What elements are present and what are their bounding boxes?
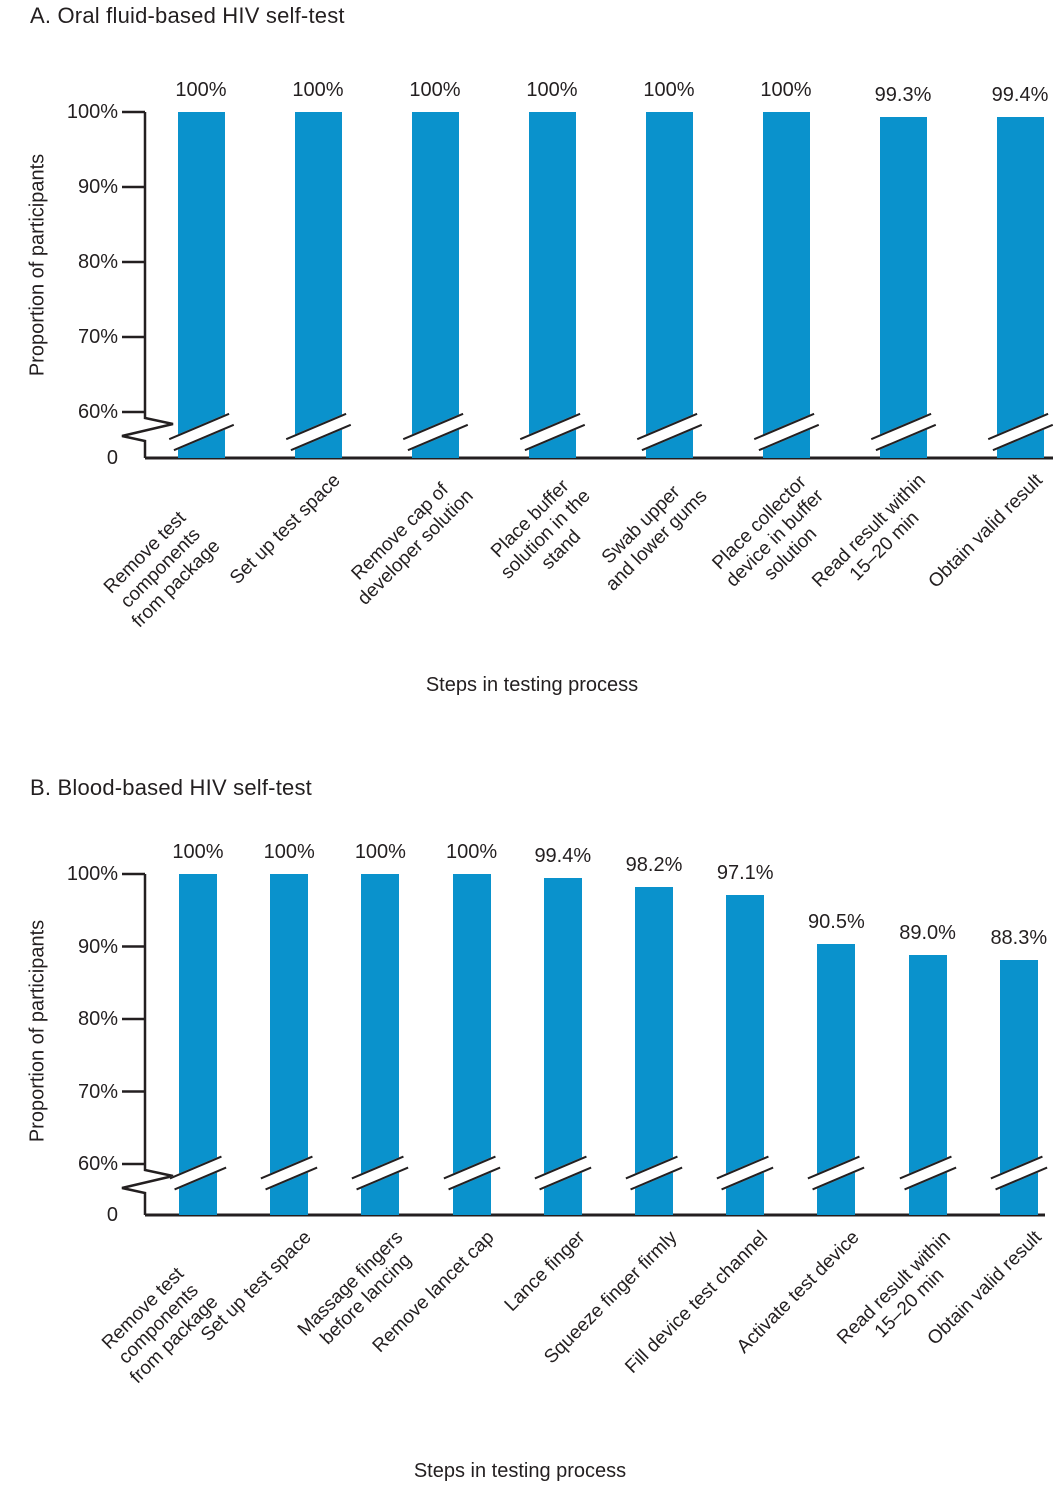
bar: [402, 112, 468, 458]
y-tick-label: 0: [106, 1204, 118, 1226]
axis-break-mark: [636, 412, 702, 452]
bar-value-label: 100%: [172, 841, 224, 863]
bar: [443, 874, 501, 1215]
bar: [351, 874, 409, 1215]
bar-value-label: 99.4%: [534, 845, 592, 868]
bar: [716, 895, 774, 1215]
bar-value-label: 100%: [263, 841, 315, 863]
y-tick-label: 70%: [77, 326, 118, 348]
axes-svg: [121, 872, 1045, 1217]
panel-b: B. Blood-based HIV self-test Proportion …: [0, 751, 1064, 1491]
axis-break-mark: [519, 412, 585, 452]
bar-value-label: 97.1%: [716, 862, 774, 885]
bar: [870, 117, 936, 458]
axis-break-mark: [402, 412, 468, 452]
bar: [168, 112, 234, 458]
axis-break-mark: [753, 412, 819, 452]
bar: [899, 954, 957, 1215]
bar: [807, 943, 865, 1215]
panel-b-title: B. Blood-based HIV self-test: [30, 775, 312, 800]
panel-a-title: A. Oral fluid-based HIV self-test: [30, 3, 345, 28]
y-tick-label: 70%: [77, 1080, 118, 1103]
axes-svg: [121, 110, 1053, 460]
axis-break-mark: [987, 412, 1053, 452]
bar-value-label: 99.4%: [991, 83, 1049, 106]
bar-value-label: 99.3%: [874, 84, 932, 107]
y-tick-label: 90%: [77, 935, 118, 958]
y-tick-label: 80%: [77, 1008, 118, 1030]
bar: [169, 874, 227, 1215]
panel-b-plot-area: 100% 90% 80% 70% 60% 0 100% Remove test compone…: [0, 751, 1064, 1491]
y-tick-label: 80%: [77, 251, 118, 273]
axis-break-mark: [870, 412, 936, 452]
axis-break-mark: [168, 412, 234, 452]
bar: [990, 959, 1048, 1215]
bar-value-label: 88.3%: [990, 926, 1048, 949]
y-axis-line-with-break: [121, 874, 174, 1215]
bar-value-label: 100%: [526, 79, 578, 101]
y-tick-label: 100%: [66, 863, 118, 885]
bar-value-label: 89.0%: [899, 921, 956, 944]
bar: [285, 112, 351, 458]
panel-a-x-axis-title: Steps in testing process: [425, 674, 639, 696]
panel-a-plot-area: 100% 90% 80% 70% 60% 0 100% Remove test compone…: [66, 79, 1053, 632]
y-tick-label: 60%: [77, 1153, 118, 1175]
bar: [987, 116, 1053, 458]
y-axis-line-with-break: [121, 112, 174, 458]
bar: [519, 112, 585, 458]
bar-value-label: 100%: [760, 79, 812, 101]
bar: [753, 112, 819, 458]
bar: [636, 112, 702, 458]
bar: [625, 887, 683, 1215]
panel-b-x-axis-title: Steps in testing process: [413, 1460, 627, 1482]
axis-break-mark: [285, 412, 351, 452]
panel-a: A. Oral fluid-based HIV self-test Propor…: [27, 3, 1053, 696]
bar: [534, 878, 592, 1215]
y-tick-label: 100%: [66, 101, 118, 123]
bar-value-label: 100%: [643, 79, 695, 101]
bar-value-label: 100%: [446, 841, 498, 863]
bar: [260, 874, 318, 1215]
bar-value-label: 90.5%: [808, 910, 865, 933]
y-tick-label: 90%: [77, 176, 118, 198]
bar-value-label: 100%: [292, 79, 344, 101]
bar-value-label: 100%: [175, 79, 227, 101]
bar-value-label: 100%: [409, 79, 461, 101]
bar-value-label: 98.2%: [625, 854, 683, 877]
y-tick-label: 60%: [77, 401, 118, 423]
y-tick-label: 0: [106, 447, 118, 469]
bar-value-label: 100%: [354, 841, 406, 863]
